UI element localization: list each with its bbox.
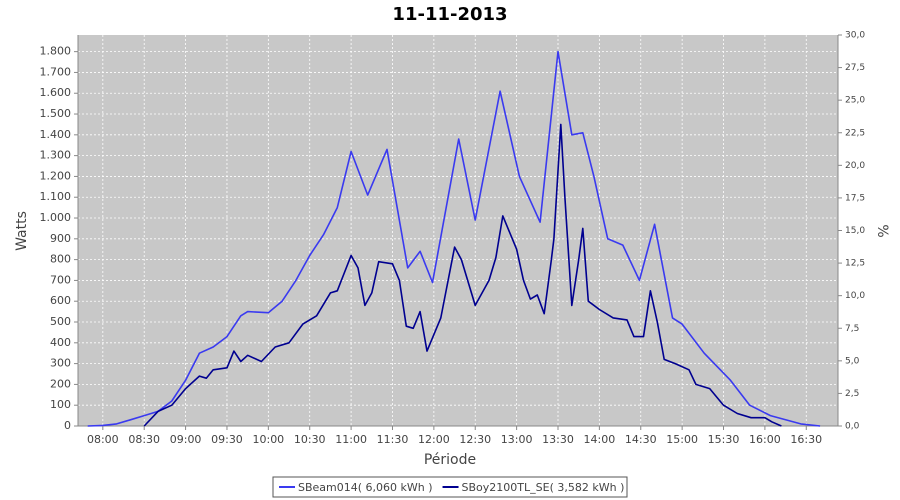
y2-tick-label: 2,5 (845, 389, 859, 399)
y-tick-label: 1.800 (40, 45, 72, 58)
y-tick-label: 600 (50, 294, 71, 307)
x-tick-label: 10:30 (294, 433, 326, 446)
x-tick-label: 13:30 (542, 433, 574, 446)
chart-title: 11-11-2013 (392, 4, 507, 25)
x-axis-label: Période (424, 452, 476, 468)
x-tick-label: 09:00 (170, 433, 202, 446)
y-tick-label: 1.200 (40, 169, 72, 182)
y-tick-label: 200 (50, 377, 71, 390)
y-tick-label: 0 (64, 419, 71, 432)
y-tick-label: 500 (50, 315, 71, 328)
y-tick-label: 1.700 (40, 65, 72, 78)
y-tick-label: 100 (50, 398, 71, 411)
y-tick-label: 800 (50, 253, 71, 266)
y2-tick-label: 22,5 (845, 128, 865, 138)
series-line (87, 50, 821, 427)
x-tick-label: 15:00 (666, 433, 698, 446)
y2-tick-label: 15,0 (845, 226, 865, 236)
y-tick-label: 1.500 (40, 107, 72, 120)
y2-tick-label: 7,5 (845, 324, 859, 334)
x-tick-label: 11:30 (377, 433, 409, 446)
legend-label: SBoy2100TL_SE( 3,582 kWh ) (462, 481, 625, 494)
series-line (143, 123, 782, 427)
y2-tick-label: 30,0 (845, 31, 865, 41)
y2-tick-label: 27,5 (845, 63, 865, 73)
y-tick-label: 1.100 (40, 190, 72, 203)
x-tick-label: 08:30 (128, 433, 160, 446)
y2-tick-label: 12,5 (845, 259, 865, 269)
y2-tick-label: 5,0 (845, 356, 860, 366)
x-tick-label: 14:00 (584, 433, 616, 446)
y-tick-label: 1.400 (40, 128, 72, 141)
y-axis-label: Watts (14, 211, 30, 251)
x-tick-label: 15:30 (708, 433, 740, 446)
legend-label: SBeam014( 6,060 kWh ) (298, 481, 433, 494)
y-tick-label: 400 (50, 336, 71, 349)
y2-tick-label: 0,0 (845, 422, 860, 432)
x-tick-label: 09:30 (211, 433, 243, 446)
y-tick-label: 700 (50, 273, 71, 286)
y-tick-label: 1.600 (40, 86, 72, 99)
y-tick-label: 900 (50, 232, 71, 245)
x-tick-label: 14:30 (625, 433, 657, 446)
y2-tick-label: 10,0 (845, 291, 865, 301)
x-tick-label: 12:30 (459, 433, 491, 446)
y2-tick-label: 25,0 (845, 96, 865, 106)
y-tick-label: 1.000 (40, 211, 72, 224)
x-tick-label: 08:00 (87, 433, 119, 446)
y2-tick-label: 20,0 (845, 161, 865, 171)
x-tick-label: 13:00 (501, 433, 533, 446)
x-tick-label: 10:00 (252, 433, 284, 446)
x-tick-label: 16:30 (790, 433, 822, 446)
x-tick-label: 11:00 (335, 433, 367, 446)
x-tick-label: 12:00 (418, 433, 450, 446)
x-tick-label: 16:00 (749, 433, 781, 446)
y2-axis-label: % (874, 224, 890, 237)
y-tick-label: 1.300 (40, 149, 72, 162)
y-tick-label: 300 (50, 357, 71, 370)
y2-tick-label: 17,5 (845, 193, 865, 203)
